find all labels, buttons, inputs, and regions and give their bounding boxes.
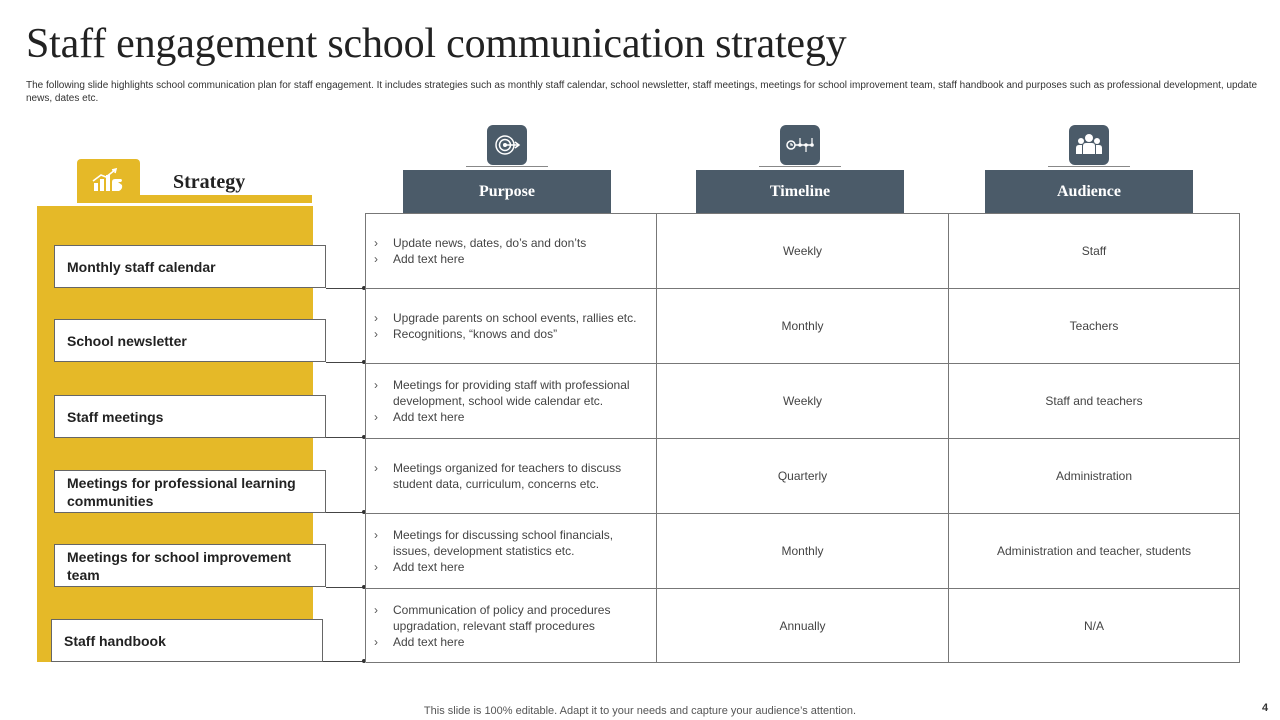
connector-dot (362, 659, 366, 663)
audience-icon-box (1069, 125, 1109, 165)
strategy-item: Meetings for professional learning commu… (54, 470, 326, 513)
connector-dot (362, 360, 366, 364)
connector-dot (362, 435, 366, 439)
timeline-cell: Annually (657, 589, 949, 663)
strategy-heading: Strategy (173, 171, 246, 193)
footer-note: This slide is 100% editable. Adapt it to… (423, 705, 857, 717)
purpose-list: Meetings organized for teachers to discu… (366, 460, 656, 492)
target-icon (495, 135, 521, 155)
timeline-cell: Weekly (657, 214, 949, 289)
purpose-list: Communication of policy and procedures u… (366, 602, 656, 650)
purpose-list: Update news, dates, do’s and don’tsAdd t… (366, 235, 656, 267)
purpose-icon-box (487, 125, 527, 165)
audience-cell: Staff and teachers (949, 364, 1240, 439)
purpose-bullet: Update news, dates, do’s and don’ts (374, 235, 646, 251)
timeline-cell: Monthly (657, 514, 949, 589)
purpose-list: Meetings for discussing school financial… (366, 527, 656, 575)
strategy-item: Staff meetings (54, 395, 326, 438)
strategy-item: School newsletter (54, 319, 326, 362)
strategy-item: Staff handbook (51, 619, 323, 662)
page-title: Staff engagement school communication st… (26, 21, 847, 67)
connector-line (326, 437, 365, 438)
purpose-list: Upgrade parents on school events, rallie… (366, 310, 656, 342)
strategy-item: Monthly staff calendar (54, 245, 326, 288)
icon-underline (466, 166, 548, 167)
purpose-list: Meetings for providing staff with profes… (366, 377, 656, 425)
purpose-bullet: Meetings organized for teachers to discu… (374, 460, 646, 492)
purpose-cell: Meetings for discussing school financial… (366, 514, 657, 589)
purpose-bullet: Communication of policy and procedures u… (374, 602, 646, 634)
purpose-bullet: Add text here (374, 559, 646, 575)
page-number: 4 (1262, 702, 1269, 714)
connector-dot (362, 286, 366, 290)
purpose-bullet: Add text here (374, 409, 646, 425)
people-icon (1076, 134, 1102, 154)
timeline-cell: Monthly (657, 289, 949, 364)
purpose-header: Purpose (403, 170, 611, 213)
slide-description: The following slide highlights school co… (26, 80, 1258, 104)
purpose-cell: Update news, dates, do’s and don’tsAdd t… (366, 214, 657, 289)
purpose-bullet: Upgrade parents on school events, rallie… (374, 310, 646, 326)
purpose-cell: Communication of policy and procedures u… (366, 589, 657, 663)
purpose-cell: Meetings for providing staff with profes… (366, 364, 657, 439)
audience-cell: Teachers (949, 289, 1240, 364)
timeline-header: Timeline (696, 170, 904, 213)
purpose-cell: Upgrade parents on school events, rallie… (366, 289, 657, 364)
purpose-bullet: Meetings for providing staff with profes… (374, 377, 646, 409)
purpose-cell: Meetings organized for teachers to discu… (366, 439, 657, 514)
icon-underline (759, 166, 841, 167)
audience-cell: Administration and teacher, students (949, 514, 1240, 589)
audience-header: Audience (985, 170, 1193, 213)
audience-cell: Staff (949, 214, 1240, 289)
timeline-icon (786, 138, 814, 152)
purpose-bullet: Add text here (374, 251, 646, 267)
timeline-cell: Weekly (657, 364, 949, 439)
connector-line (323, 661, 365, 662)
timeline-icon-box (780, 125, 820, 165)
connector-line (326, 512, 365, 513)
strategy-underline (77, 195, 312, 203)
connector-line (326, 362, 365, 363)
connector-dot (362, 510, 366, 514)
audience-cell: N/A (949, 589, 1240, 663)
audience-cell: Administration (949, 439, 1240, 514)
purpose-bullet: Meetings for discussing school financial… (374, 527, 646, 559)
purpose-bullet: Recognitions, “knows and dos” (374, 326, 646, 342)
connector-line (326, 587, 365, 588)
purpose-bullet: Add text here (374, 634, 646, 650)
icon-underline (1048, 166, 1130, 167)
connector-line (326, 288, 365, 289)
connector-dot (362, 585, 366, 589)
strategy-item: Meetings for school improvement team (54, 544, 326, 587)
chart-hand-icon (92, 167, 123, 191)
strategy-table: Update news, dates, do’s and don’tsAdd t… (365, 213, 1240, 663)
timeline-cell: Quarterly (657, 439, 949, 514)
strategy-label-bg (140, 159, 312, 195)
